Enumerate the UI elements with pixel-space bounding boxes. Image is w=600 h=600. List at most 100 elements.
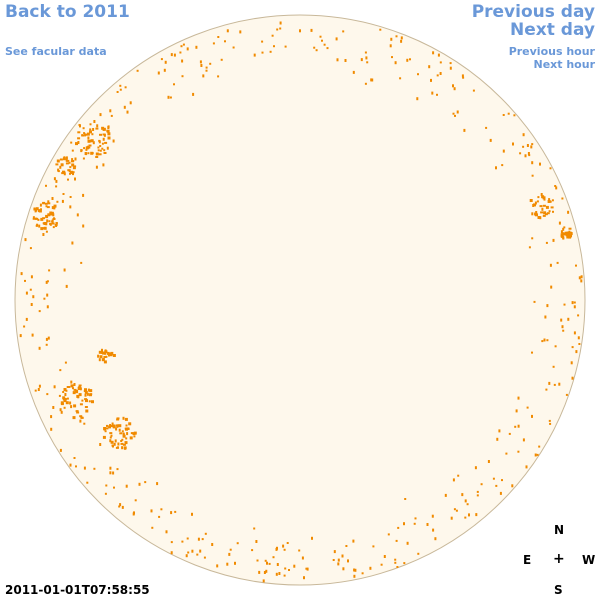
feature-mark — [226, 29, 229, 33]
feature-mark — [548, 198, 551, 201]
next-hour-link[interactable]: Next hour — [533, 58, 596, 71]
feature-mark — [85, 409, 89, 413]
feature-mark — [120, 440, 123, 442]
feature-mark — [403, 562, 406, 565]
feature-mark — [537, 196, 540, 199]
feature-mark — [179, 51, 182, 54]
facular-data-link[interactable]: See facular data — [5, 45, 107, 58]
feature-mark — [173, 53, 176, 57]
feature-mark — [519, 152, 522, 155]
next-day-link[interactable]: Next day — [510, 20, 595, 40]
feature-mark — [550, 206, 554, 209]
feature-mark — [549, 263, 552, 267]
feature-mark — [118, 424, 122, 428]
feature-mark — [72, 391, 76, 395]
feature-mark — [120, 442, 124, 445]
feature-mark — [123, 446, 127, 450]
feature-mark — [253, 53, 256, 57]
feature-mark — [517, 396, 520, 400]
feature-mark — [87, 139, 91, 143]
feature-mark — [571, 376, 574, 380]
magnetic-features — [19, 21, 583, 583]
feature-mark — [306, 567, 309, 571]
feature-mark — [101, 358, 105, 362]
feature-mark — [42, 233, 45, 236]
feature-mark — [577, 314, 580, 317]
feature-mark — [134, 499, 137, 502]
feature-mark — [413, 522, 416, 525]
feature-mark — [461, 493, 464, 497]
feature-mark — [53, 385, 56, 389]
feature-mark — [56, 200, 59, 203]
feature-mark — [99, 355, 103, 359]
feature-mark — [109, 424, 112, 426]
feature-mark — [59, 165, 62, 169]
feature-mark — [110, 114, 113, 117]
feature-mark — [112, 354, 116, 357]
feature-mark — [64, 361, 67, 364]
feature-mark — [299, 29, 301, 33]
feature-mark — [75, 410, 79, 413]
feature-mark — [439, 61, 442, 64]
feature-mark — [47, 202, 51, 205]
feature-mark — [84, 388, 87, 392]
solar-disk — [14, 14, 586, 586]
feature-mark — [463, 128, 466, 132]
feature-mark — [118, 505, 121, 508]
feature-mark — [272, 556, 275, 559]
feature-mark — [428, 65, 431, 69]
feature-mark — [87, 388, 90, 392]
feature-mark — [379, 28, 382, 31]
feature-mark — [75, 389, 79, 393]
feature-mark — [170, 541, 173, 544]
feature-mark — [158, 515, 161, 518]
feature-mark — [332, 559, 335, 561]
feature-mark — [480, 483, 483, 486]
feature-mark — [552, 210, 554, 213]
feature-mark — [77, 141, 80, 144]
feature-mark — [199, 60, 202, 64]
feature-mark — [550, 285, 553, 289]
feature-mark — [101, 348, 103, 352]
feature-mark — [170, 511, 173, 515]
feature-mark — [204, 532, 207, 535]
feature-mark — [119, 88, 122, 91]
feature-mark — [555, 186, 558, 190]
feature-mark — [174, 510, 177, 513]
feature-mark — [567, 210, 570, 214]
feature-mark — [288, 569, 290, 571]
feature-mark — [541, 195, 545, 199]
back-to-year-link[interactable]: Back to 2011 — [5, 2, 130, 22]
feature-mark — [110, 351, 114, 355]
feature-mark — [104, 352, 106, 355]
feature-mark — [511, 484, 514, 488]
feature-mark — [546, 304, 549, 308]
feature-mark — [115, 424, 119, 427]
feature-mark — [109, 432, 113, 435]
feature-mark — [315, 49, 318, 52]
feature-mark — [89, 389, 93, 393]
feature-mark — [57, 170, 60, 173]
feature-mark — [261, 40, 264, 43]
previous-hour-link[interactable]: Previous hour — [508, 45, 595, 58]
feature-mark — [83, 390, 86, 392]
feature-mark — [70, 405, 73, 409]
feature-mark — [353, 568, 356, 572]
feature-mark — [102, 137, 105, 141]
feature-mark — [531, 237, 534, 240]
feature-mark — [395, 539, 398, 542]
feature-mark — [573, 301, 576, 304]
feature-mark — [508, 432, 511, 435]
feature-mark — [536, 453, 539, 456]
feature-mark — [82, 127, 85, 130]
previous-day-link[interactable]: Previous day — [471, 2, 595, 22]
feature-mark — [466, 503, 469, 506]
feature-mark — [431, 91, 434, 95]
feature-mark — [97, 146, 100, 149]
feature-mark — [35, 217, 39, 220]
feature-mark — [276, 28, 279, 31]
feature-mark — [106, 129, 110, 132]
feature-mark — [361, 572, 364, 575]
feature-mark — [342, 30, 345, 33]
feature-mark — [501, 164, 504, 167]
